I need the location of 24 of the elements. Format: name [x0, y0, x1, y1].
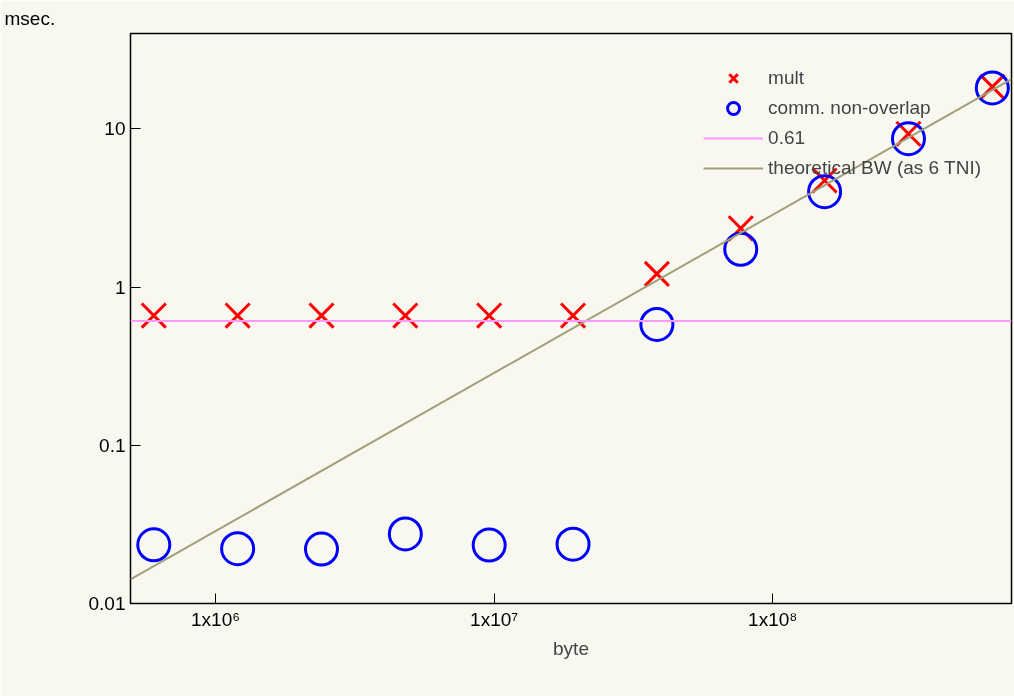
x-tick-label: 1x10⁸ — [748, 608, 798, 630]
point — [723, 231, 759, 267]
point — [220, 531, 256, 567]
point — [136, 527, 172, 563]
point — [639, 306, 675, 342]
y-tick-label: 1 — [114, 276, 126, 298]
legend-label: comm. non-overlap — [768, 97, 931, 119]
x-tick-label: 1x10⁷ — [470, 608, 519, 630]
x-tick-label: 1x10⁶ — [191, 608, 241, 630]
point — [387, 516, 423, 552]
legend-label: theoretical BW (as 6 TNI) — [768, 157, 981, 179]
legend-label: 0.61 — [768, 127, 806, 149]
x-axis-title: byte — [553, 637, 589, 659]
point — [643, 260, 671, 288]
point — [303, 531, 339, 567]
legend-label: mult — [768, 67, 804, 89]
point — [555, 526, 591, 562]
y-tick-label: 10 — [104, 118, 126, 140]
y-tick-label: 0.1 — [99, 434, 126, 456]
y-tick-label: 0.01 — [88, 593, 126, 614]
point — [890, 121, 926, 157]
y-axis-title: msec. — [4, 7, 56, 29]
point — [471, 527, 507, 563]
point — [807, 174, 843, 210]
